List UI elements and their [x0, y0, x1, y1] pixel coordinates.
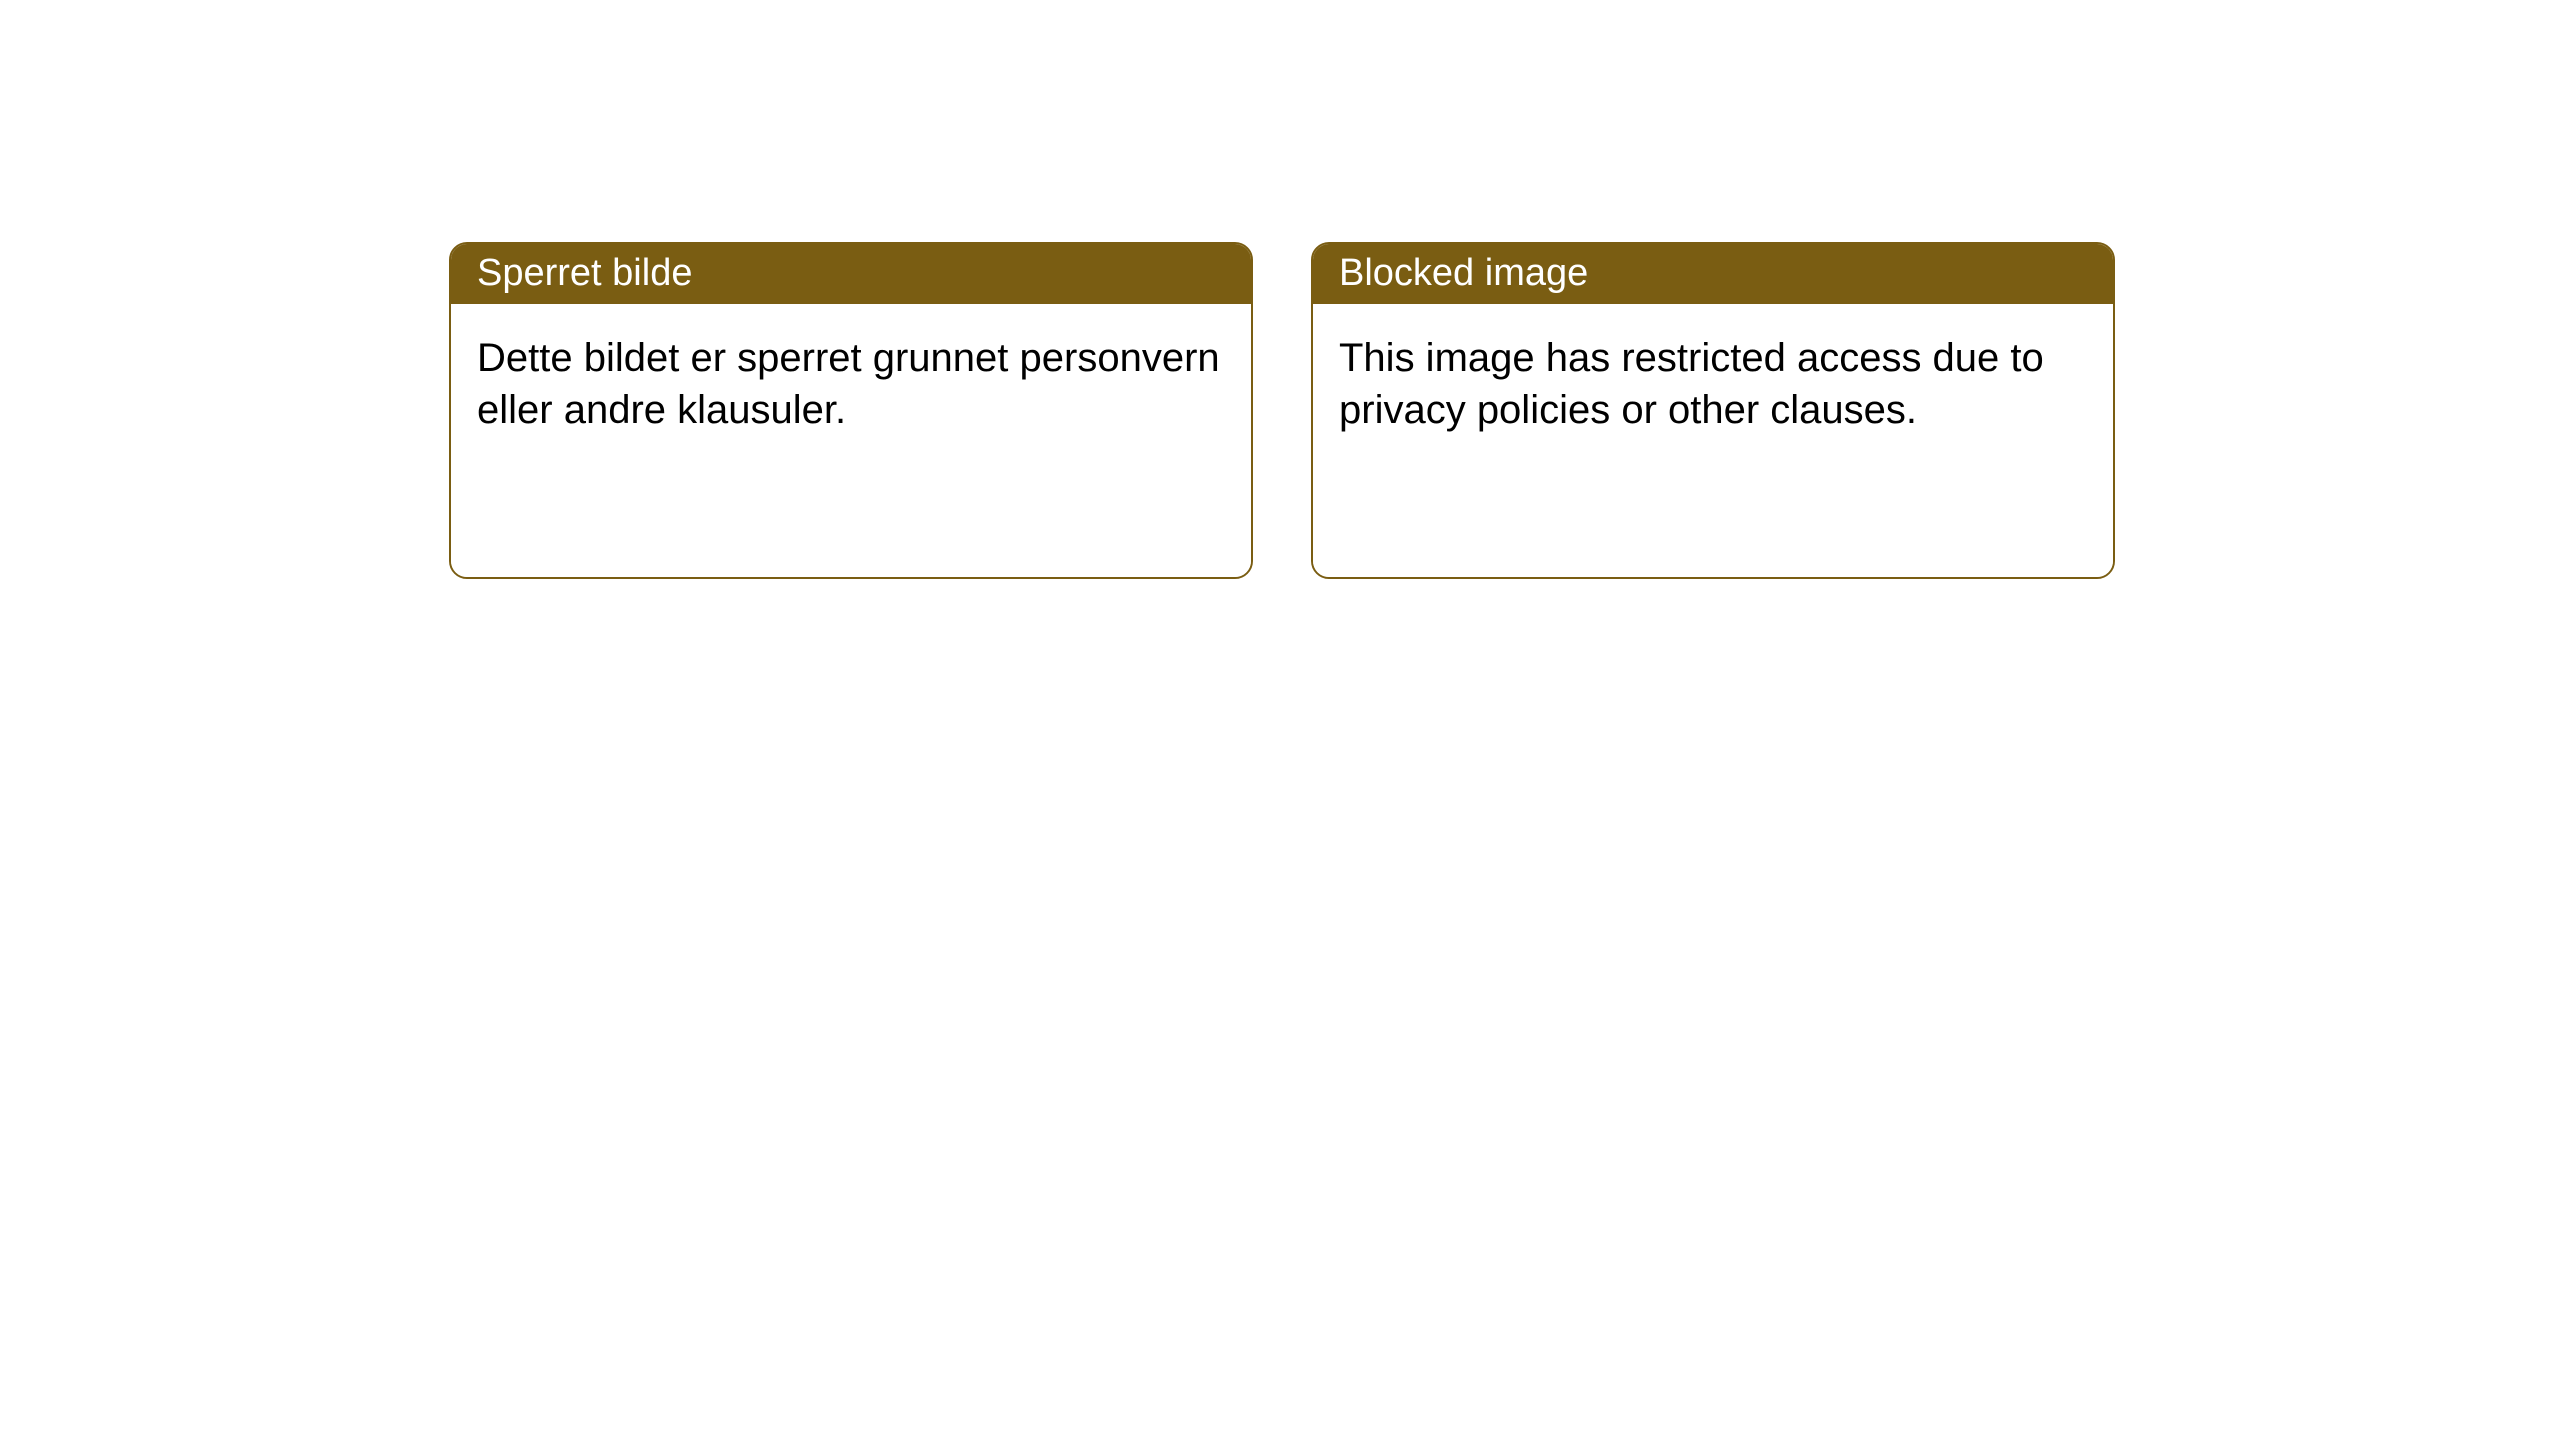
card-body-en: This image has restricted access due to … [1313, 304, 2113, 577]
card-body-no: Dette bildet er sperret grunnet personve… [451, 304, 1251, 577]
card-title-no: Sperret bilde [477, 252, 692, 295]
blocked-image-card-no: Sperret bilde Dette bildet er sperret gr… [449, 242, 1253, 579]
card-text-no: Dette bildet er sperret grunnet personve… [477, 336, 1220, 432]
card-text-en: This image has restricted access due to … [1339, 336, 2044, 432]
blocked-image-card-en: Blocked image This image has restricted … [1311, 242, 2115, 579]
card-title-en: Blocked image [1339, 252, 1588, 295]
blocked-image-cards: Sperret bilde Dette bildet er sperret gr… [449, 242, 2115, 579]
card-header-no: Sperret bilde [451, 244, 1251, 304]
card-header-en: Blocked image [1313, 244, 2113, 304]
